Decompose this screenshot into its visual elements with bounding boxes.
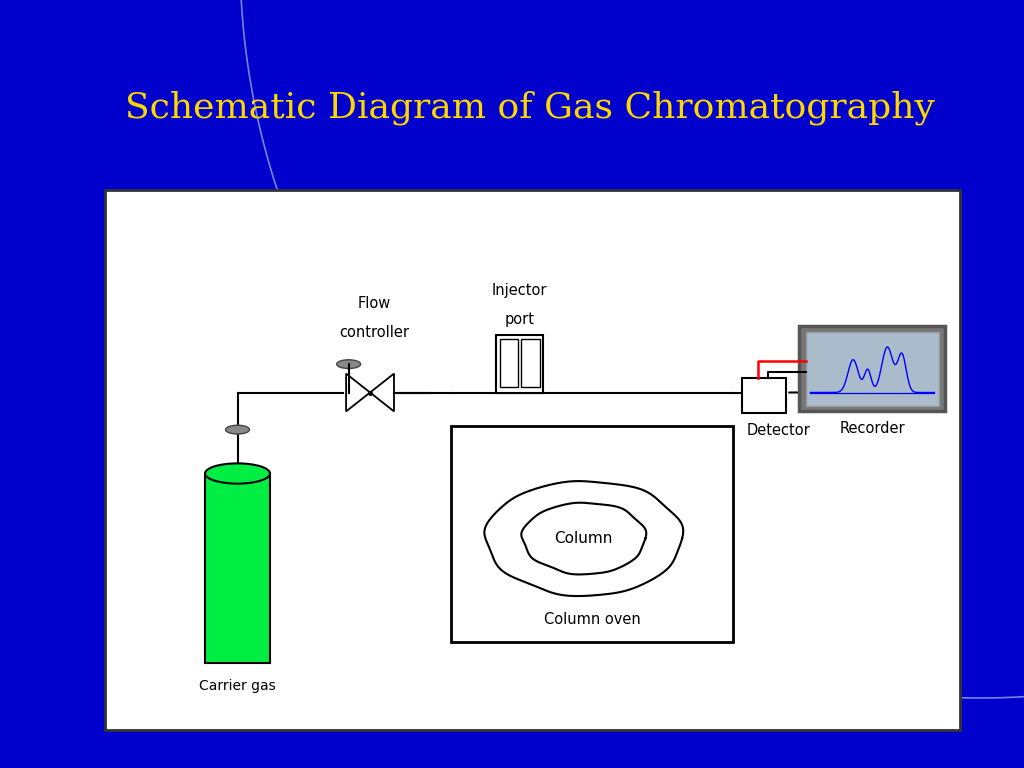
Bar — [497, 335, 543, 392]
Bar — [500, 339, 518, 387]
Bar — [105, 190, 961, 730]
Text: Detector: Detector — [746, 423, 810, 438]
Text: Recorder: Recorder — [840, 421, 905, 436]
Polygon shape — [346, 373, 370, 412]
Ellipse shape — [225, 425, 250, 434]
Ellipse shape — [205, 463, 270, 484]
Polygon shape — [370, 373, 394, 412]
Text: Carrier gas: Carrier gas — [199, 680, 275, 694]
Text: port: port — [505, 312, 535, 327]
Bar — [521, 339, 540, 387]
Ellipse shape — [337, 359, 360, 369]
Text: Schematic Diagram of Gas Chromatography: Schematic Diagram of Gas Chromatography — [125, 91, 935, 125]
Text: Injector: Injector — [492, 283, 548, 298]
Bar — [800, 326, 945, 412]
Text: controller: controller — [339, 325, 410, 340]
Bar — [742, 378, 786, 412]
Bar — [806, 332, 939, 406]
Bar — [205, 474, 270, 663]
Bar — [452, 426, 733, 642]
Text: Flow: Flow — [357, 296, 391, 312]
Text: Column: Column — [555, 531, 613, 546]
Text: Column oven: Column oven — [544, 612, 641, 627]
